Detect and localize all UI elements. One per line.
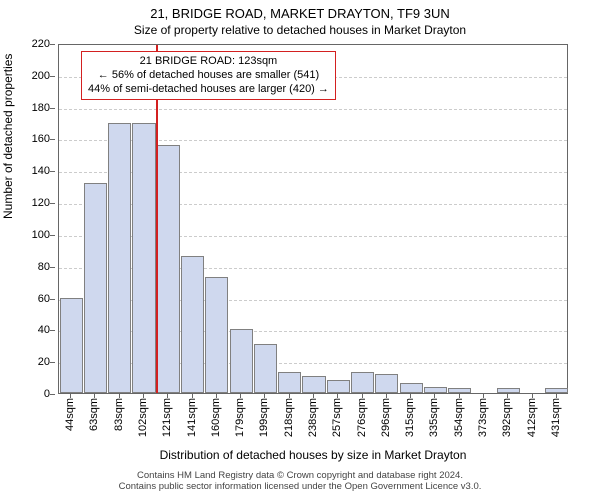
footer-line-2: Contains public sector information licen…: [0, 481, 600, 492]
y-tick-mark: [50, 171, 55, 172]
chart-container: { "title": "21, BRIDGE ROAD, MARKET DRAY…: [0, 0, 600, 500]
y-tick-mark: [50, 108, 55, 109]
histogram-bar: [108, 123, 131, 393]
chart-title: 21, BRIDGE ROAD, MARKET DRAYTON, TF9 3UN: [0, 0, 600, 21]
x-tick-label: 218sqm: [283, 398, 295, 437]
x-tick-label: 102sqm: [137, 398, 149, 437]
x-tick-label: 315sqm: [404, 398, 416, 437]
y-tick-mark: [50, 235, 55, 236]
histogram-bar: [132, 123, 155, 393]
histogram-bar: [375, 374, 398, 393]
x-tick-label: 83sqm: [113, 398, 125, 431]
plot-area: 21 BRIDGE ROAD: 123sqm ← 56% of detached…: [58, 44, 568, 394]
x-tick-label: 44sqm: [64, 398, 76, 431]
annotation-line-1: 21 BRIDGE ROAD: 123sqm: [88, 55, 329, 69]
y-tick-label: 60: [10, 293, 50, 305]
chart-subtitle: Size of property relative to detached ho…: [0, 21, 600, 37]
y-tick-mark: [50, 299, 55, 300]
y-tick-label: 80: [10, 261, 50, 273]
y-tick-label: 220: [10, 38, 50, 50]
histogram-bar: [400, 383, 423, 393]
x-axis-ticks: 44sqm 63sqm 83sqm 102sqm 121sqm 141sqm 160sqm 1…: [58, 394, 568, 454]
y-tick-label: 0: [10, 388, 50, 400]
x-tick-label: 412sqm: [526, 398, 538, 437]
histogram-bar: [157, 145, 180, 393]
x-tick-label: 354sqm: [453, 398, 465, 437]
histogram-bar: [230, 329, 253, 393]
y-tick-mark: [50, 203, 55, 204]
y-tick-mark: [50, 394, 55, 395]
y-tick-label: 200: [10, 70, 50, 82]
x-tick-label: 238sqm: [307, 398, 319, 437]
histogram-bar: [497, 388, 520, 393]
x-tick-label: 431sqm: [550, 398, 562, 437]
annotation-line-3: 44% of semi-detached houses are larger (…: [88, 83, 329, 97]
y-tick-mark: [50, 267, 55, 268]
histogram-bar: [302, 376, 325, 394]
y-tick-mark: [50, 139, 55, 140]
y-tick-label: 140: [10, 165, 50, 177]
histogram-bar: [351, 372, 374, 393]
annotation-line-2: ← 56% of detached houses are smaller (54…: [88, 69, 329, 83]
x-tick-label: 63sqm: [88, 398, 100, 431]
x-tick-label: 121sqm: [161, 398, 173, 437]
y-tick-mark: [50, 44, 55, 45]
y-tick-label: 40: [10, 324, 50, 336]
y-tick-label: 100: [10, 229, 50, 241]
x-tick-label: 373sqm: [477, 398, 489, 437]
annotation-box: 21 BRIDGE ROAD: 123sqm ← 56% of detached…: [81, 51, 336, 100]
chart-footer: Contains HM Land Registry data © Crown c…: [0, 470, 600, 493]
histogram-bar: [424, 387, 447, 393]
y-axis-ticks: 020406080100120140160180200220: [0, 44, 54, 394]
x-tick-label: 296sqm: [380, 398, 392, 437]
x-tick-label: 179sqm: [234, 398, 246, 437]
y-tick-label: 160: [10, 133, 50, 145]
histogram-bar: [205, 277, 228, 393]
histogram-bar: [60, 298, 83, 393]
y-tick-label: 180: [10, 102, 50, 114]
y-tick-mark: [50, 362, 55, 363]
y-tick-label: 120: [10, 197, 50, 209]
histogram-bar: [181, 256, 204, 393]
histogram-bar: [545, 388, 568, 393]
y-tick-mark: [50, 330, 55, 331]
x-tick-label: 160sqm: [210, 398, 222, 437]
x-tick-label: 392sqm: [501, 398, 513, 437]
y-tick-mark: [50, 76, 55, 77]
histogram-bar: [278, 372, 301, 393]
x-tick-label: 257sqm: [331, 398, 343, 437]
histogram-bar: [448, 388, 471, 393]
histogram-bar: [254, 344, 277, 393]
histogram-bar: [84, 183, 107, 393]
histogram-bar: [327, 380, 350, 393]
y-tick-label: 20: [10, 356, 50, 368]
x-tick-label: 335sqm: [428, 398, 440, 437]
x-tick-label: 141sqm: [186, 398, 198, 437]
footer-line-1: Contains HM Land Registry data © Crown c…: [0, 470, 600, 481]
x-tick-label: 276sqm: [356, 398, 368, 437]
x-axis-label: Distribution of detached houses by size …: [58, 448, 568, 462]
x-tick-label: 199sqm: [258, 398, 270, 437]
gridline: [59, 109, 567, 110]
